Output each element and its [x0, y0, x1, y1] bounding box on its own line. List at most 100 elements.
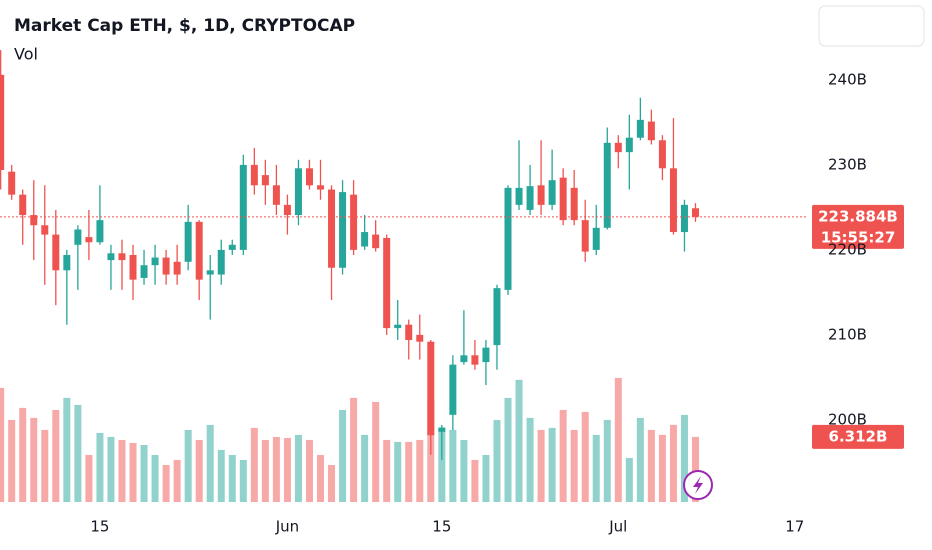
volume-bar: [85, 454, 93, 502]
candle-body: [383, 238, 391, 329]
candle-body: [272, 185, 280, 205]
volume-bar: [162, 464, 170, 502]
chart-title: Market Cap ETH, $, 1D, CRYPTOCAP: [14, 16, 355, 36]
candle-layer: [0, 50, 700, 460]
countdown-label: 15:55:27: [821, 228, 896, 246]
volume-bar: [581, 411, 589, 502]
candle-body: [328, 189, 336, 268]
volume-bar: [350, 397, 358, 502]
candle-body: [372, 234, 380, 249]
candle-body: [41, 225, 49, 235]
volume-bar: [63, 397, 71, 502]
volume-bar: [394, 441, 402, 502]
volume-bar: [383, 439, 391, 502]
lightning-icon: [693, 476, 703, 494]
volume-bar: [261, 439, 269, 502]
candle-body: [471, 355, 479, 365]
volume-bar: [317, 454, 325, 502]
last-price-box: [812, 204, 904, 249]
x-tick-label: 17: [785, 518, 804, 536]
candle-body: [669, 168, 677, 233]
y-tick-label: 240B: [828, 70, 867, 88]
candle-body: [129, 255, 137, 280]
candle-body: [692, 208, 700, 217]
candle-body: [239, 164, 247, 250]
candle-body: [515, 187, 523, 205]
candle-body: [250, 164, 258, 186]
volume-bar: [647, 429, 655, 502]
candle-body: [405, 324, 413, 340]
volume-bar: [680, 414, 688, 502]
volume-bar: [603, 419, 611, 502]
volume-bar: [449, 429, 457, 502]
volume-bar: [228, 454, 236, 502]
candle-body: [526, 186, 534, 210]
volume-bar: [658, 434, 666, 502]
candle-body: [460, 355, 468, 363]
x-tick-label: 15: [432, 518, 451, 536]
volume-bar: [669, 424, 677, 502]
volume-bar: [548, 427, 556, 502]
candle-body: [283, 204, 291, 216]
volume-bar: [305, 439, 313, 502]
last-price-label: 223.884B: [818, 207, 898, 225]
volume-bar: [0, 387, 5, 502]
candle-body: [317, 185, 325, 190]
volume-bar: [129, 442, 137, 502]
volume-bar: [272, 436, 280, 502]
candle-body: [19, 194, 27, 216]
volume-bar: [206, 424, 214, 502]
candle-body: [305, 168, 313, 186]
volume-bar: [692, 436, 700, 502]
candle-body: [228, 244, 236, 250]
volume-bar: [184, 429, 192, 502]
y-tick-label: 230B: [828, 155, 867, 173]
volume-bar: [30, 417, 38, 502]
volume-bar: [8, 419, 16, 502]
y-tick-label: 220B: [828, 240, 867, 258]
volume-bar: [405, 441, 413, 502]
volume-bar: [328, 464, 336, 502]
candle-body: [8, 171, 16, 195]
volume-bar: [471, 459, 479, 502]
volume-bar: [239, 459, 247, 502]
volume-bar: [294, 434, 302, 502]
candle-body: [261, 175, 269, 186]
candle-body: [427, 341, 435, 436]
candle-body: [504, 187, 512, 290]
volume-bar: [107, 436, 115, 502]
x-tick-label: Jul: [608, 518, 627, 536]
volume-bar: [614, 377, 622, 502]
volume-label-box: [812, 424, 904, 449]
candle-body: [140, 265, 148, 278]
overlay-layer: 223.884B 15:55:27 6.312B: [0, 204, 904, 449]
volume-bar: [52, 409, 60, 502]
candle-body: [438, 427, 446, 432]
volume-bar: [361, 434, 369, 502]
candle-body: [173, 261, 181, 275]
y-tick-label: 210B: [828, 325, 867, 343]
volume-bar: [19, 407, 27, 502]
candle-body: [416, 334, 424, 342]
candle-body: [570, 187, 578, 221]
candle-body: [625, 137, 633, 153]
volume-bar: [74, 404, 82, 502]
volume-bar: [118, 439, 126, 502]
candle-body: [217, 249, 225, 275]
volume-legend: Vol: [14, 45, 38, 64]
volume-bar: [41, 429, 49, 502]
volume-layer: [0, 377, 700, 502]
volume-bar: [526, 417, 534, 502]
candle-body: [394, 324, 402, 329]
candle-body: [85, 237, 93, 243]
candle-body: [361, 232, 369, 247]
candle-body: [493, 288, 501, 346]
volume-bar: [625, 457, 633, 502]
volume-label: 6.312B: [829, 427, 888, 445]
volume-bar: [460, 439, 468, 502]
toolbar-box[interactable]: [818, 5, 925, 47]
candle-body: [339, 192, 347, 268]
volume-bar: [570, 429, 578, 502]
x-tick-label: 15: [90, 518, 109, 536]
